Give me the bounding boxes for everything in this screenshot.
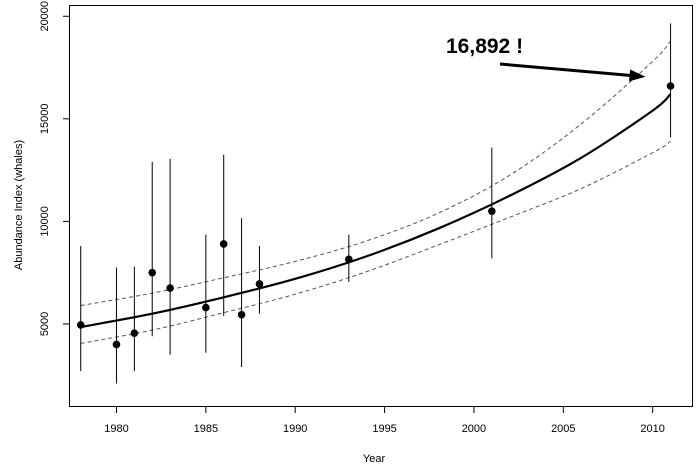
- data-point: [166, 284, 174, 292]
- data-point: [148, 268, 157, 277]
- data-point: [488, 207, 496, 215]
- data-point: [112, 340, 121, 349]
- fitted-curves: [80, 40, 672, 344]
- upper-confidence-line: [80, 40, 671, 306]
- x-tick-label: 2005: [551, 423, 575, 435]
- lower-confidence-line: [80, 140, 671, 344]
- data-point: [255, 280, 264, 288]
- x-tick-label: 1985: [194, 423, 218, 435]
- x-tick-label: 1995: [372, 423, 396, 435]
- arrow-head: [629, 69, 646, 82]
- x-tick-label: 1990: [283, 423, 307, 435]
- fitted-trend-line: [80, 93, 672, 329]
- x-tick-label: 2010: [640, 423, 664, 435]
- y-tick-label: 10000: [39, 206, 51, 237]
- data-point: [237, 310, 246, 319]
- data-point: [345, 255, 353, 264]
- annotation-arrow: [499, 62, 646, 82]
- y-axis: 5000 10000 15000 20000: [39, 1, 70, 336]
- x-tick-label: 2000: [462, 423, 486, 435]
- arrow-shaft: [499, 62, 630, 77]
- y-tick-label: 20000: [39, 1, 51, 32]
- x-axis-label: Year: [363, 453, 386, 465]
- y-tick-label: 5000: [39, 312, 51, 336]
- error-bars: [80, 23, 672, 384]
- data-point: [666, 82, 675, 90]
- y-axis-label: Abundance Index (whales): [13, 140, 25, 270]
- data-point: [219, 240, 228, 248]
- plot-frame: [69, 5, 693, 407]
- x-tick-label: 1980: [104, 423, 128, 435]
- y-tick-label: 15000: [39, 104, 51, 135]
- annotation-text: 16,892 !: [446, 35, 523, 58]
- data-point: [130, 329, 139, 337]
- data-point: [76, 321, 85, 329]
- x-axis: 1980 1985 1990 1995 2000 2005 2010: [104, 406, 665, 435]
- data-point: [202, 303, 210, 312]
- data-points: [76, 82, 675, 349]
